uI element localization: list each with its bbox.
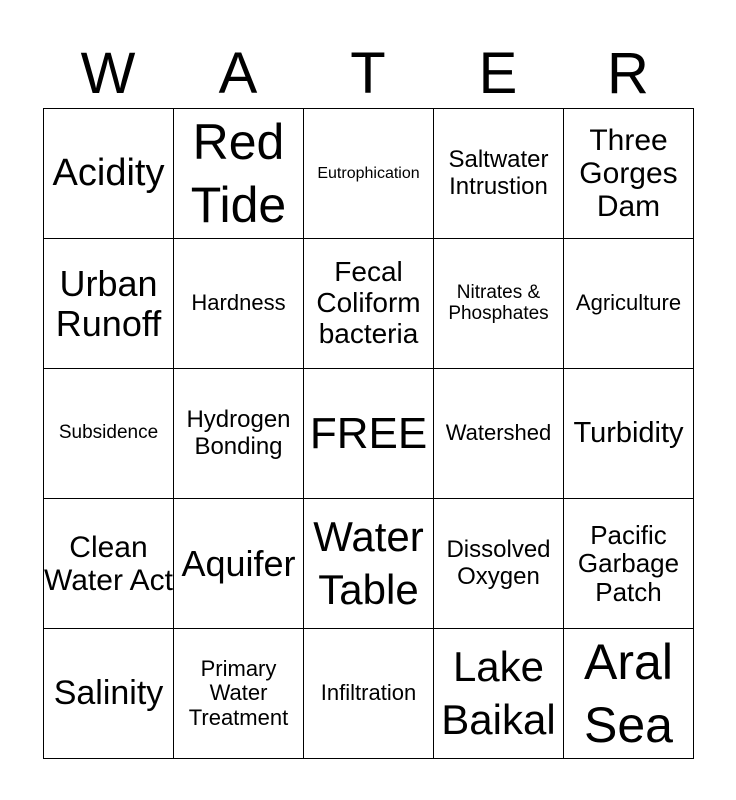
bingo-cell[interactable]: Salinity — [43, 628, 174, 759]
bingo-cell[interactable]: Aral Sea — [563, 628, 694, 759]
bingo-cell[interactable]: Eutrophication — [303, 108, 434, 239]
bingo-cell[interactable]: Lake Baikal — [433, 628, 564, 759]
bingo-header: W A T E R — [43, 42, 693, 106]
bingo-cell[interactable]: Primary Water Treatment — [173, 628, 304, 759]
bingo-cell[interactable]: Turbidity — [563, 368, 694, 499]
bingo-cell[interactable]: Water Table — [303, 498, 434, 629]
bingo-row: Urban Runoff Hardness Fecal Coliform bacte… — [43, 238, 694, 369]
bingo-row: Acidity Red Tide Eutrophication Saltwater I… — [43, 108, 694, 239]
header-letter: R — [607, 41, 649, 106]
header-letter: E — [478, 41, 518, 106]
bingo-cell[interactable]: Watershed — [433, 368, 564, 499]
bingo-cell[interactable]: Hardness — [173, 238, 304, 369]
bingo-cell[interactable]: Acidity — [43, 108, 174, 239]
bingo-cell[interactable]: Red Tide — [173, 108, 304, 239]
bingo-cell[interactable]: Agriculture — [563, 238, 694, 369]
bingo-cell[interactable]: Dissolved Oxygen — [433, 498, 564, 629]
bingo-cell[interactable]: Subsidence — [43, 368, 174, 499]
bingo-cell[interactable]: Aquifer — [173, 498, 304, 629]
bingo-cell[interactable]: Urban Runoff — [43, 238, 174, 369]
bingo-row: Subsidence Hydrogen Bonding FREE Watershed T… — [43, 368, 694, 499]
bingo-row: Salinity Primary Water Treatment Infiltrat… — [43, 628, 694, 759]
header-letter: A — [218, 41, 258, 106]
bingo-cell[interactable]: Pacific Garbage Patch — [563, 498, 694, 629]
bingo-card: Acidity Red Tide Eutrophication Saltwater I… — [43, 108, 694, 759]
header-letter: T — [350, 41, 386, 106]
bingo-cell[interactable]: Three Gorges Dam — [563, 108, 694, 239]
bingo-cell[interactable]: Nitrates & Phosphates — [433, 238, 564, 369]
bingo-row: Clean Water Act Aquifer Water Table Dissolv… — [43, 498, 694, 629]
bingo-cell[interactable]: Clean Water Act — [43, 498, 174, 629]
bingo-cell[interactable]: Saltwater Intrustion — [433, 108, 564, 239]
header-letter: W — [80, 41, 136, 106]
bingo-cell[interactable]: Fecal Coliform bacteria — [303, 238, 434, 369]
bingo-cell[interactable]: FREE — [303, 368, 434, 499]
bingo-cell[interactable]: Hydrogen Bonding — [173, 368, 304, 499]
bingo-cell[interactable]: Infiltration — [303, 628, 434, 759]
